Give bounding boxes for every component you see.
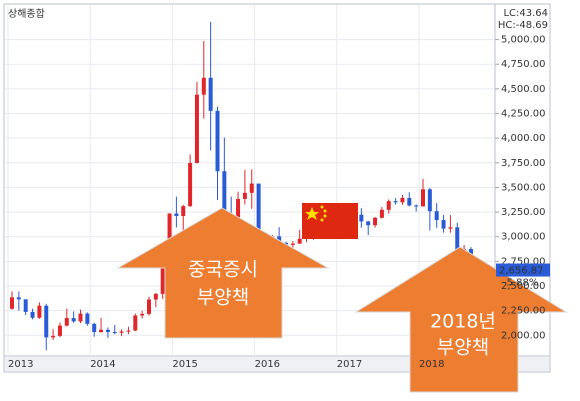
candle-body <box>379 209 384 218</box>
candle-body <box>277 236 282 243</box>
candle-body <box>99 329 104 333</box>
candle-body <box>427 189 432 212</box>
candle-body <box>153 293 158 300</box>
candle-body <box>201 77 206 95</box>
candle-body <box>174 213 179 217</box>
candle-body <box>71 318 76 322</box>
candle-body <box>249 183 254 193</box>
price-label: 2,656.87 <box>499 266 544 277</box>
candle-body <box>188 162 193 207</box>
candle-body <box>105 329 110 333</box>
candle-body <box>194 94 199 163</box>
chart-title: 상해종합 <box>8 7 45 20</box>
candle-body <box>78 313 83 322</box>
x-tick-label: 2017 <box>337 359 362 370</box>
candle-body <box>222 171 227 217</box>
candle-body <box>373 217 378 226</box>
candle-body <box>64 318 69 326</box>
y-tick-label: 2,750.00 <box>501 256 546 267</box>
candle-body <box>23 299 28 312</box>
candle-body <box>359 214 364 222</box>
candle-body <box>441 220 446 229</box>
candle-body <box>133 315 138 331</box>
x-tick-label: 2016 <box>255 359 280 370</box>
y-tick-label: 3,750.00 <box>501 158 546 169</box>
flag-field <box>302 203 358 239</box>
y-tick-label: 4,250.00 <box>501 109 546 120</box>
indicator: LC:43.64 <box>503 8 548 19</box>
flag-star <box>323 214 327 218</box>
candle-body <box>448 227 453 229</box>
annotation: 부양책 <box>437 337 489 359</box>
candle-body <box>44 305 49 338</box>
candle-body <box>455 227 460 252</box>
candle-body <box>126 330 131 332</box>
y-tick-label: 4,500.00 <box>501 84 546 95</box>
flag-star <box>320 218 324 222</box>
candle-body <box>16 297 21 300</box>
candle-body <box>407 197 412 206</box>
arrow <box>354 246 568 393</box>
candle-body <box>421 189 425 207</box>
candle-body <box>400 197 405 203</box>
candle-body <box>215 110 220 172</box>
flag-star <box>305 207 319 220</box>
y-tick-label: 3,250.00 <box>501 207 546 218</box>
flag-star <box>323 209 327 213</box>
y-tick-label: 3,000.00 <box>501 232 546 243</box>
y-tick-label: 2,500.00 <box>501 281 546 292</box>
arrow <box>116 207 330 339</box>
y-tick-label: 2,000.00 <box>501 330 546 341</box>
candle-body <box>414 205 419 207</box>
candle-body <box>181 206 186 217</box>
candle-body <box>366 221 371 226</box>
annotation: 2018년 <box>430 311 496 333</box>
candle-body <box>57 325 62 336</box>
price-box <box>496 263 550 277</box>
china-flag <box>302 203 358 239</box>
candle-body <box>242 192 247 199</box>
x-tick-label: 2018 <box>419 359 444 370</box>
candle-body <box>30 311 35 318</box>
candle-body <box>51 335 56 338</box>
candle-body <box>297 238 302 244</box>
y-tick-label: 4,750.00 <box>501 59 546 70</box>
y-tick-label: 2,250.00 <box>501 306 546 317</box>
candle-body <box>10 297 14 309</box>
candle-body <box>140 313 145 316</box>
y-tick-label: 3,500.00 <box>501 182 546 193</box>
candle-body <box>112 332 117 334</box>
indicator: HC:-48.69 <box>498 20 548 31</box>
annotation: 부양책 <box>197 287 249 309</box>
candle-body <box>92 323 97 333</box>
candle-body <box>37 305 42 318</box>
x-tick-label: 2014 <box>90 359 115 370</box>
candle-body <box>290 243 295 245</box>
y-tick-label: 4,000.00 <box>501 133 546 144</box>
y-tick-label: 5,000.00 <box>501 35 546 46</box>
candle-body <box>386 201 391 210</box>
flag-star <box>320 205 324 209</box>
candle-body <box>160 267 165 294</box>
candle-body <box>85 313 90 324</box>
x-tick-label: 2013 <box>8 359 33 370</box>
candle-body <box>434 211 439 221</box>
candle-body <box>256 183 261 263</box>
candle-body <box>208 77 213 111</box>
price-change: -5.88% <box>503 278 538 289</box>
annotation: 중국증시 <box>188 259 258 281</box>
candle-body <box>119 331 124 333</box>
candle-body <box>147 299 151 314</box>
candle-body <box>236 198 241 232</box>
x-tick-label: 2015 <box>172 359 197 370</box>
candle-body <box>393 201 398 203</box>
